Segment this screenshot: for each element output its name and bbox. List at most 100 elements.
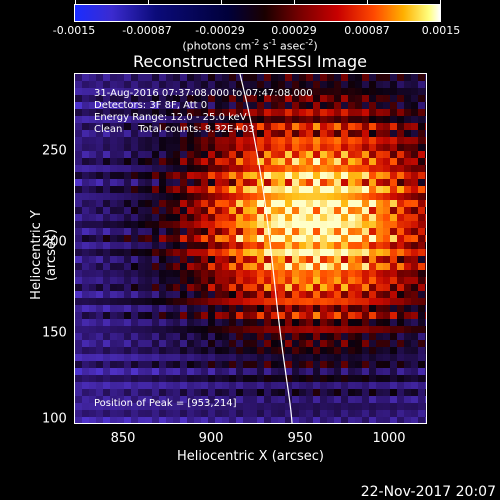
image-pixel [411, 165, 418, 172]
image-pixel [173, 235, 180, 242]
image-pixel [418, 165, 425, 172]
image-pixel [285, 179, 292, 186]
image-pixel [166, 354, 173, 361]
image-pixel [313, 417, 320, 423]
image-pixel [383, 326, 390, 333]
image-pixel [425, 277, 426, 284]
image-pixel [425, 305, 426, 312]
image-pixel [292, 172, 299, 179]
image-pixel [369, 389, 376, 396]
image-pixel [264, 417, 271, 423]
image-pixel [243, 340, 250, 347]
info-time-range: 31-Aug-2016 07:37:08.000 to 07:47:08.000 [94, 88, 313, 99]
image-pixel [285, 172, 292, 179]
image-pixel [320, 200, 327, 207]
image-pixel [292, 144, 299, 151]
image-pixel [159, 158, 166, 165]
image-pixel [397, 340, 404, 347]
image-pixel [124, 88, 131, 95]
image-pixel [82, 123, 89, 130]
image-pixel [362, 235, 369, 242]
image-pixel [131, 333, 138, 340]
image-pixel [103, 179, 110, 186]
image-pixel [82, 340, 89, 347]
image-pixel [103, 116, 110, 123]
image-pixel [411, 123, 418, 130]
image-pixel [369, 144, 376, 151]
image-pixel [229, 158, 236, 165]
image-pixel [327, 102, 334, 109]
image-pixel [208, 95, 215, 102]
image-pixel [173, 221, 180, 228]
image-pixel [117, 382, 124, 389]
image-pixel [201, 165, 208, 172]
image-pixel [299, 347, 306, 354]
image-pixel [201, 340, 208, 347]
image-pixel [243, 214, 250, 221]
image-pixel [215, 109, 222, 116]
image-pixel [82, 221, 89, 228]
image-pixel [299, 221, 306, 228]
image-pixel [222, 235, 229, 242]
image-pixel [208, 326, 215, 333]
image-pixel [257, 228, 264, 235]
image-pixel [117, 340, 124, 347]
image-pixel [397, 207, 404, 214]
image-pixel [425, 354, 426, 361]
image-pixel [313, 228, 320, 235]
image-pixel [250, 340, 257, 347]
image-pixel [376, 95, 383, 102]
image-pixel [145, 277, 152, 284]
image-pixel [285, 81, 292, 88]
image-pixel [425, 410, 426, 417]
image-pixel [138, 256, 145, 263]
image-pixel [355, 263, 362, 270]
image-pixel [306, 382, 313, 389]
image-pixel [145, 200, 152, 207]
image-pixel [264, 228, 271, 235]
image-pixel [89, 347, 96, 354]
image-pixel [334, 109, 341, 116]
image-pixel [110, 214, 117, 221]
image-pixel [229, 228, 236, 235]
image-pixel [299, 193, 306, 200]
image-pixel [187, 81, 194, 88]
image-pixel [173, 249, 180, 256]
image-pixel [313, 312, 320, 319]
image-pixel [299, 242, 306, 249]
image-pixel [173, 375, 180, 382]
image-pixel [243, 88, 250, 95]
image-pixel [383, 270, 390, 277]
image-pixel [89, 179, 96, 186]
image-pixel [145, 270, 152, 277]
image-pixel [425, 165, 426, 172]
image-pixel [243, 116, 250, 123]
image-pixel [397, 193, 404, 200]
image-pixel [82, 200, 89, 207]
image-pixel [327, 172, 334, 179]
image-pixel [313, 396, 320, 403]
image-pixel [376, 305, 383, 312]
image-pixel [250, 277, 257, 284]
image-pixel [110, 144, 117, 151]
image-pixel [320, 354, 327, 361]
image-pixel [327, 403, 334, 410]
image-pixel [215, 396, 222, 403]
image-pixel [229, 123, 236, 130]
image-pixel [383, 319, 390, 326]
image-pixel [397, 242, 404, 249]
image-pixel [201, 200, 208, 207]
image-pixel [194, 361, 201, 368]
image-pixel [166, 305, 173, 312]
image-pixel [75, 242, 82, 249]
image-pixel [376, 396, 383, 403]
image-pixel [334, 74, 341, 81]
image-pixel [124, 277, 131, 284]
image-pixel [369, 172, 376, 179]
image-pixel [103, 109, 110, 116]
image-pixel [376, 333, 383, 340]
image-pixel [75, 214, 82, 221]
image-pixel [201, 242, 208, 249]
image-pixel [285, 375, 292, 382]
image-pixel [159, 74, 166, 81]
